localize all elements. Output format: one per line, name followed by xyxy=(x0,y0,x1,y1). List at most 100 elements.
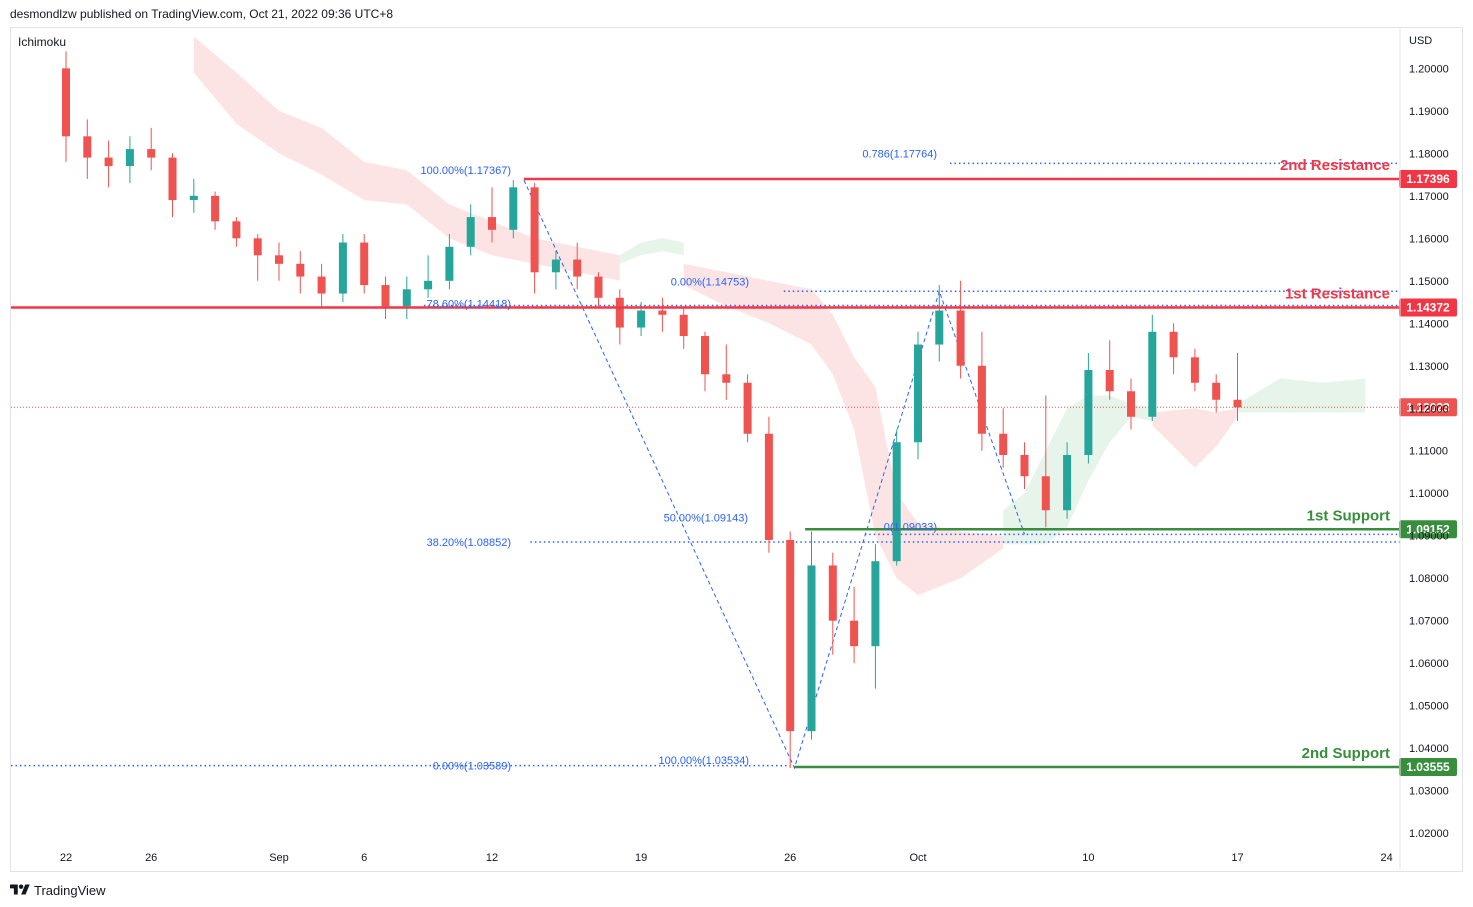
fib-label: 100.00%(1.03534) xyxy=(658,755,749,767)
x-tick-label: 19 xyxy=(635,852,647,864)
candle-body xyxy=(1084,370,1093,455)
ichimoku-cloud-bullish xyxy=(1237,378,1366,413)
x-tick-label: 22 xyxy=(60,852,72,864)
candle-body xyxy=(381,285,390,307)
fib-label: 78.60%(1.14418) xyxy=(427,299,511,311)
candles xyxy=(62,51,1242,769)
level-label-1st-support: 1st Support xyxy=(1307,507,1390,524)
fib-label: 0.786(1.17764) xyxy=(862,148,937,160)
ichimoku-cloud-bearish xyxy=(1152,408,1238,468)
footer-brand[interactable]: TradingView xyxy=(34,882,106,898)
candle-body xyxy=(62,68,70,137)
y-tick-label: 1.12000 xyxy=(1409,403,1449,415)
candle-body xyxy=(743,382,752,434)
candle-body xyxy=(615,297,624,328)
price-tag-label: 1.03555 xyxy=(1406,760,1450,774)
candle-body xyxy=(104,157,113,167)
y-tick-label: 1.11000 xyxy=(1409,446,1448,458)
y-tick-label: 1.08000 xyxy=(1409,573,1449,585)
tradingview-logo-icon[interactable] xyxy=(10,882,30,898)
y-tick-label: 1.06000 xyxy=(1409,658,1449,670)
candle-body xyxy=(935,310,944,345)
ichimoku-cloud-bullish xyxy=(619,238,684,264)
candle-body xyxy=(999,433,1008,455)
candle-body xyxy=(253,238,262,256)
candle-body xyxy=(786,539,795,732)
price-tag-bg xyxy=(1399,298,1457,317)
candle-body xyxy=(871,561,880,647)
candle-body xyxy=(1233,399,1242,408)
candle-body xyxy=(83,136,92,158)
y-tick-label: 1.05000 xyxy=(1409,701,1449,713)
candle-body xyxy=(466,217,475,247)
x-tick-label: 6 xyxy=(361,852,367,864)
price-tag-label: 1.17396 xyxy=(1406,172,1450,186)
fib-label: 100.00%(1.17367) xyxy=(420,165,511,177)
x-tick-label: 24 xyxy=(1380,852,1392,864)
candle-body xyxy=(914,344,922,443)
y-tick-label: 1.02000 xyxy=(1409,828,1449,840)
y-tick-label: 1.09000 xyxy=(1409,531,1449,543)
candle-body xyxy=(445,246,454,281)
candle-body xyxy=(679,314,688,337)
candle-body xyxy=(594,276,603,298)
x-tick-label: Oct xyxy=(909,852,926,864)
candle-body xyxy=(211,195,220,222)
candle-body xyxy=(764,433,773,540)
price-tag-bg xyxy=(1399,169,1457,188)
level-label-2nd-support: 2nd Support xyxy=(1302,745,1390,762)
y-tick-label: 1.15000 xyxy=(1409,276,1449,288)
y-tick-label: 1.07000 xyxy=(1409,616,1449,628)
candle-body xyxy=(1041,476,1050,511)
y-tick-label: 1.10000 xyxy=(1409,488,1449,500)
candle-body xyxy=(530,187,539,273)
fib-label: 38.20%(1.08852) xyxy=(427,537,511,549)
x-tick-label: Sep xyxy=(269,852,289,864)
candle-body xyxy=(658,310,667,315)
candle-body xyxy=(125,149,134,167)
candle-body xyxy=(338,242,347,294)
last-price-tag-bg xyxy=(1399,398,1457,417)
fib-label: 0(1.09033) xyxy=(884,521,937,533)
candle-body xyxy=(807,565,816,732)
candle-body xyxy=(189,195,198,201)
candle-body xyxy=(977,365,986,434)
candle-body xyxy=(275,255,283,264)
y-tick-label: 1.13000 xyxy=(1409,361,1449,373)
candle-body xyxy=(296,263,305,277)
candle-body xyxy=(722,374,731,383)
candle-body xyxy=(509,187,518,230)
candle-body xyxy=(1190,357,1199,383)
candle-body xyxy=(1169,331,1178,358)
candle-body xyxy=(317,276,326,294)
candle-body xyxy=(1105,370,1114,392)
candle-body xyxy=(637,310,646,328)
candle-body xyxy=(573,259,582,277)
price-tag-label: 1.14372 xyxy=(1406,300,1450,314)
candle-body xyxy=(850,620,859,647)
x-tick-label: 10 xyxy=(1082,852,1094,864)
candle-body xyxy=(1148,331,1157,417)
candle-body xyxy=(956,310,965,366)
x-tick-label: 17 xyxy=(1231,852,1243,864)
y-tick-label: 1.03000 xyxy=(1409,786,1449,798)
y-tick-label: 1.18000 xyxy=(1409,148,1449,160)
candle-body xyxy=(147,149,156,158)
level-label-2nd-resistance: 2nd Resistance xyxy=(1280,157,1390,174)
fib-label: 0.00%(1.03589) xyxy=(433,761,511,773)
candle-body xyxy=(551,259,560,273)
y-tick-label: 1.14000 xyxy=(1409,318,1449,330)
y-tick-label: 1.19000 xyxy=(1409,106,1449,118)
candle-body xyxy=(1020,454,1029,477)
ichimoku-cloud-bearish xyxy=(683,263,1004,596)
candle-body xyxy=(892,442,901,562)
candle-body xyxy=(828,565,837,621)
y-tick-label: 1.04000 xyxy=(1409,743,1449,755)
indicator-label: Ichimoku xyxy=(18,35,66,49)
x-tick-label: 12 xyxy=(486,852,498,864)
candle-body xyxy=(1063,454,1072,511)
candle-body xyxy=(424,280,433,290)
footer: TradingView xyxy=(10,880,106,900)
x-tick-label: 26 xyxy=(145,852,157,864)
